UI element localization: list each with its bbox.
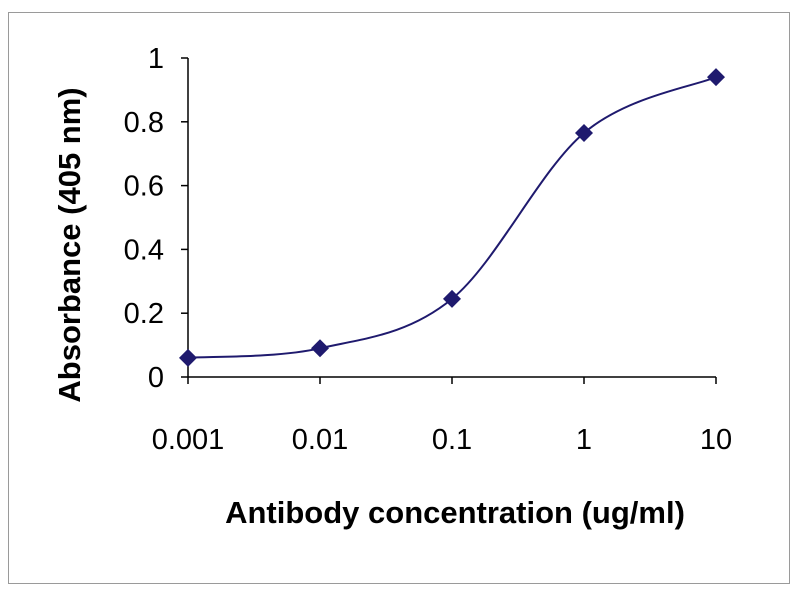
y-tick-label: 0.4	[124, 234, 164, 266]
y-tick-label: 0.6	[124, 171, 164, 203]
x-tick-group: 0.001 0.01 0.1 1 10	[152, 377, 732, 456]
chart-frame	[8, 12, 790, 584]
y-tick-label: 0	[148, 362, 164, 394]
y-tick-group: 0 0.2 0.4 0.6 0.8 1	[124, 43, 188, 394]
y-axis-title: Absorbance (405 nm)	[52, 87, 87, 402]
x-tick-label: 10	[700, 424, 732, 456]
x-tick-label: 0.1	[432, 424, 472, 456]
axes	[187, 58, 716, 378]
x-tick-label: 1	[576, 424, 592, 456]
y-tick-label: 0.2	[124, 298, 164, 330]
series-layer	[179, 68, 725, 367]
data-point-marker	[575, 123, 593, 142]
y-tick-label: 0.8	[124, 107, 164, 139]
data-point-marker	[443, 289, 461, 308]
data-point-marker	[707, 68, 725, 87]
series-line	[187, 76, 717, 359]
x-tick-label: 0.01	[292, 424, 348, 456]
y-tick-label: 1	[148, 43, 164, 75]
data-point-marker	[179, 348, 197, 367]
data-point-marker	[311, 339, 329, 358]
x-axis-title: Antibody concentration (ug/ml)	[225, 495, 685, 530]
x-tick-label: 0.001	[152, 424, 225, 456]
